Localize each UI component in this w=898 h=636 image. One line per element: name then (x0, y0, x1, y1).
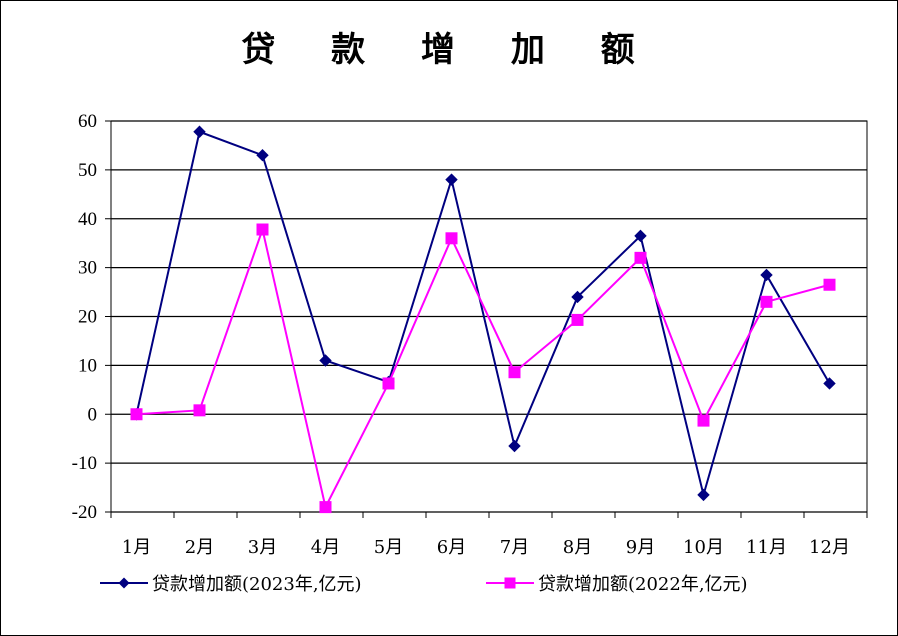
y-tick-label: -20 (72, 502, 97, 523)
y-tick-label: 30 (78, 258, 97, 279)
data-point (193, 125, 206, 138)
x-tick-label: 4月 (311, 537, 340, 558)
x-tick-label: 11月 (746, 537, 787, 558)
data-point (256, 149, 269, 162)
data-point (823, 278, 836, 291)
legend-marker (504, 577, 516, 589)
series-1 (130, 125, 836, 502)
x-tick-label: 12月 (809, 537, 850, 558)
x-tick-label: 9月 (626, 537, 655, 558)
y-tick-label: 60 (78, 111, 97, 132)
y-tick-label: 0 (88, 404, 98, 425)
data-point (508, 366, 521, 379)
data-point (382, 377, 395, 390)
data-point (571, 290, 584, 304)
x-tick-label: 8月 (563, 537, 592, 558)
x-tick-label: 2月 (185, 537, 214, 558)
x-tick-label: 3月 (248, 537, 277, 558)
chart-title: 贷 款 增 加 额 (241, 30, 657, 70)
data-point (571, 313, 584, 326)
data-point (319, 501, 332, 514)
data-point (823, 377, 836, 390)
y-tick-label: 10 (78, 355, 97, 376)
y-tick-label: 20 (78, 307, 97, 328)
legend-marker (118, 577, 130, 589)
series-line (135, 130, 831, 499)
y-tick-label: 50 (78, 160, 97, 181)
series-2 (130, 223, 836, 514)
data-point (634, 251, 647, 264)
data-point (508, 439, 521, 453)
x-tick-label: 6月 (437, 537, 466, 558)
y-tick-label: 40 (78, 209, 97, 230)
y-tick-label: -10 (72, 453, 97, 474)
data-point (445, 232, 458, 245)
data-point (445, 173, 458, 186)
data-point (130, 408, 143, 421)
data-point (256, 223, 269, 236)
x-tick-label: 10月 (683, 537, 724, 558)
data-point (193, 404, 206, 417)
data-point (760, 268, 773, 282)
legend-label: 贷款增加额(2022年,亿元) (538, 574, 748, 595)
x-tick-label: 7月 (500, 537, 529, 558)
legend-item: 贷款增加额(2023年,亿元) (100, 574, 362, 595)
data-point (697, 414, 710, 427)
legend-item: 贷款增加额(2022年,亿元) (486, 574, 748, 595)
legend-label: 贷款增加额(2023年,亿元) (152, 574, 362, 595)
data-point (319, 354, 332, 367)
data-point (634, 229, 647, 243)
series-line (136, 225, 830, 511)
x-tick-label: 1月 (122, 537, 151, 558)
data-point (760, 295, 773, 308)
data-point (697, 488, 710, 502)
x-tick-label: 5月 (374, 537, 403, 558)
